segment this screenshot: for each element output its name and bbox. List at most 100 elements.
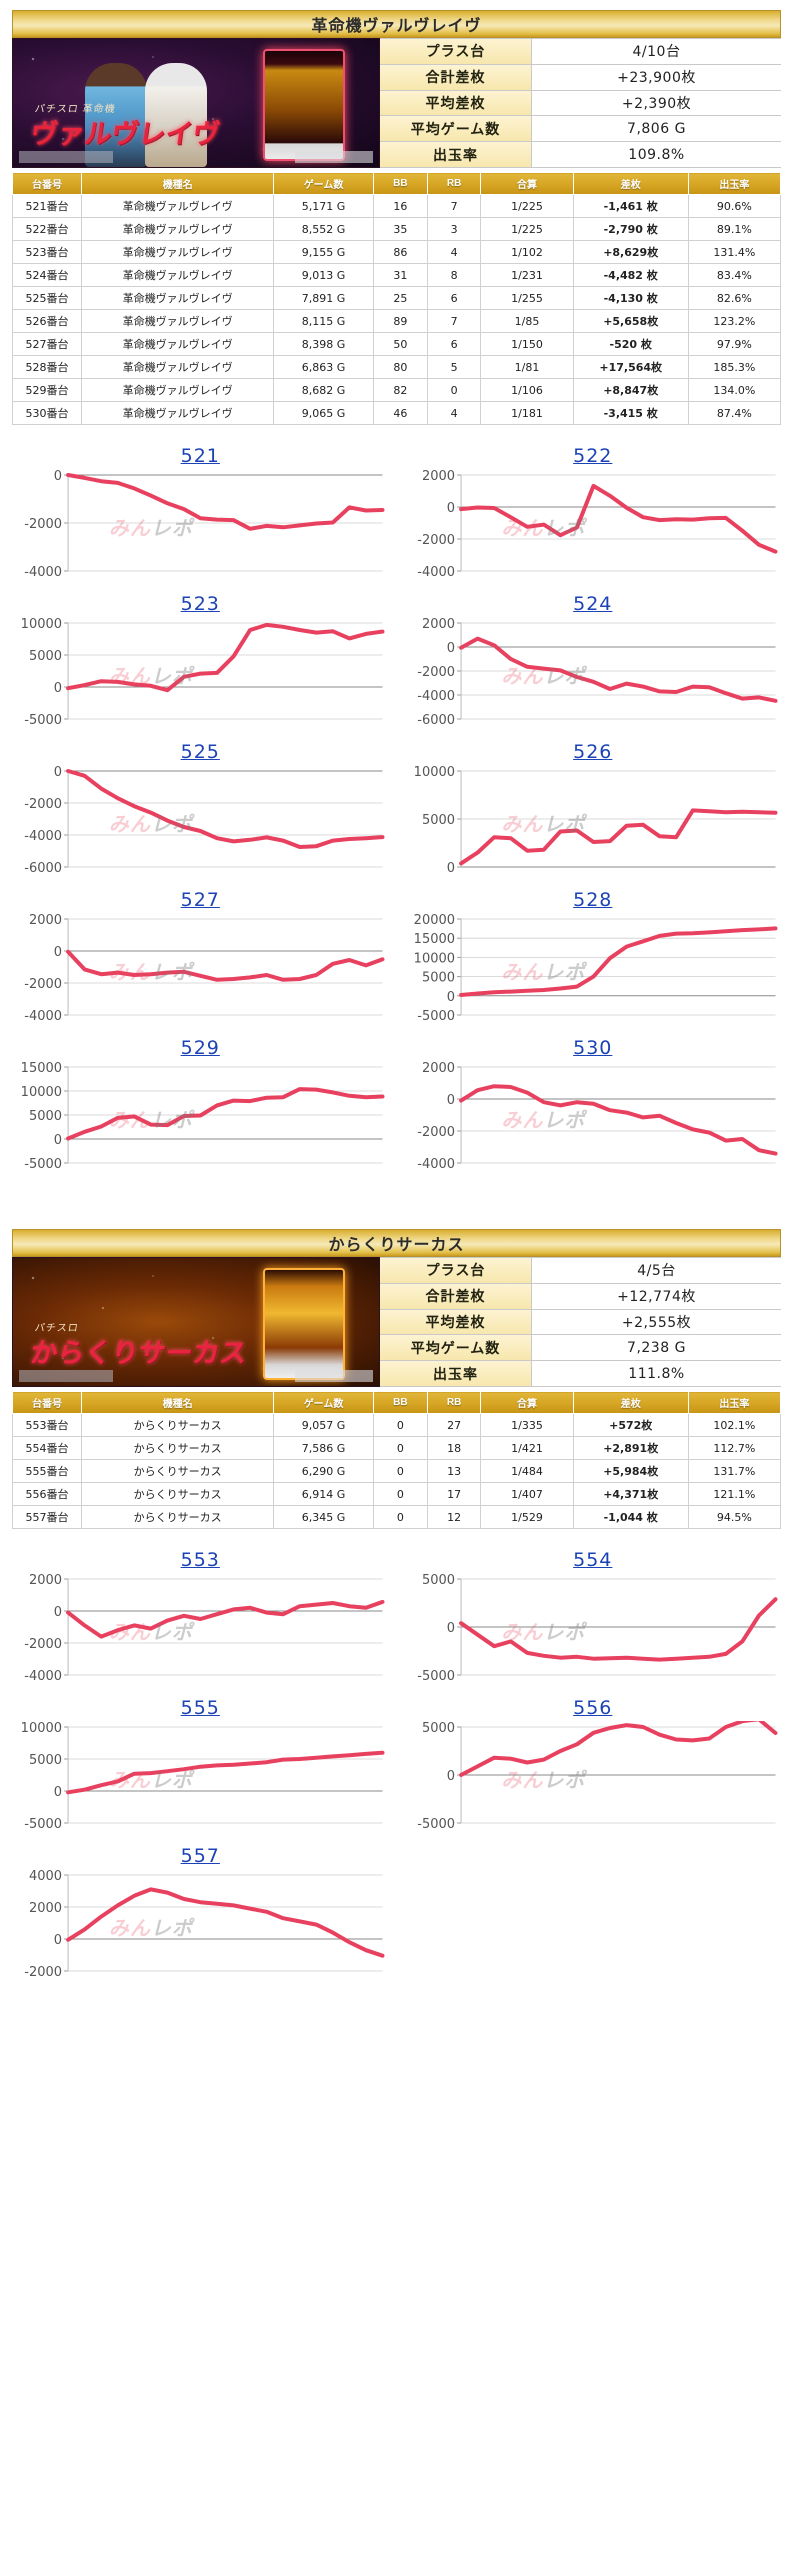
section-divider (0, 1193, 793, 1219)
cell-games: 6,863 G (273, 355, 374, 379)
chart-title[interactable]: 529 (180, 1037, 220, 1059)
cell-name: 革命機ヴァルヴレイヴ (81, 378, 275, 402)
cell-diff: +2,891枚 (572, 1436, 689, 1460)
cell-rb: 8 (426, 263, 482, 287)
chart-ytick-label: 0 (446, 1093, 454, 1108)
chart-title[interactable]: 521 (180, 445, 220, 467)
chart-ytick-label: 10000 (21, 617, 62, 632)
chart-cell: 527 2000 0 -2000 -4000 みんレポ (4, 887, 397, 1035)
chart-series-line (458, 926, 777, 997)
cell-bb: 0 (372, 1505, 428, 1529)
cell-name: からくりサーカス (81, 1436, 275, 1460)
cell-games: 9,155 G (273, 240, 374, 264)
column-header-diff: 差枚 (572, 1391, 689, 1414)
chart-title[interactable]: 557 (180, 1845, 220, 1867)
chart-svg: 2000 0 -2000 -4000 (24, 913, 385, 1024)
cell-no: 523番台 (11, 240, 83, 264)
chart-ytick-label: 15000 (413, 932, 454, 947)
chart-title[interactable]: 522 (573, 445, 613, 467)
chart-ytick-label: 2000 (29, 913, 62, 928)
chart-title[interactable]: 523 (180, 593, 220, 615)
chart-ytick-label: -4000 (417, 689, 455, 704)
chart-ytick-label: -2000 (417, 665, 455, 680)
summary-row: プラス台 4/10台 (380, 39, 781, 65)
cell-rate: 185.3% (687, 355, 782, 379)
cell-rate: 87.4% (687, 401, 782, 425)
machine-title: 革命機ヴァルヴレイヴ (12, 10, 781, 38)
summary-row: 出玉率 109.8% (380, 142, 781, 168)
summary-table: プラス台 4/5台 合計差枚 +12,774枚 平均差枚 +2,555枚 平均ゲーム数 7,2… (380, 1257, 781, 1387)
chart-ytick-label: 0 (54, 681, 62, 696)
cell-bb: 31 (372, 263, 428, 287)
cell-sum: 1/150 (480, 332, 574, 356)
cell-name: からくりサーカス (81, 1505, 275, 1529)
chart-svg: 10000 5000 0 (413, 765, 777, 876)
cell-sum: 1/529 (480, 1505, 574, 1529)
cell-games: 8,552 G (273, 217, 374, 241)
chart-title[interactable]: 556 (573, 1697, 613, 1719)
cell-name: からくりサーカス (81, 1482, 275, 1506)
cell-rb: 0 (426, 378, 482, 402)
banner-badge-right (295, 151, 373, 163)
cell-no: 524番台 (11, 263, 83, 287)
chart-svg: 2000 0 -2000 -4000 (417, 469, 777, 580)
cell-bb: 16 (372, 194, 428, 218)
chart-ytick-label: -2000 (24, 1637, 62, 1652)
cell-bb: 0 (372, 1482, 428, 1506)
chart-series-line (66, 473, 385, 531)
summary-row: 平均差枚 +2,555枚 (380, 1309, 781, 1336)
banner-logo-title: からくりサーカス (28, 1338, 249, 1369)
chart-title[interactable]: 527 (180, 889, 220, 911)
table-row: 554番台 からくりサーカス 7,586 G 0 18 1/421 +2,891枚 112.7… (11, 1436, 782, 1460)
chart-plot: 10000 5000 0 -5000 みんレポ (10, 617, 391, 729)
chart-plot: 10000 5000 0 -5000 みんレポ (10, 1721, 391, 1833)
cell-games: 6,914 G (273, 1482, 374, 1506)
chart-ytick-label: 10000 (21, 1721, 62, 1736)
chart-ytick-label: -5000 (24, 1157, 62, 1172)
cell-bb: 35 (372, 217, 428, 241)
chart-ytick-label: 4000 (29, 1869, 62, 1884)
chart-ytick-label: -2000 (417, 533, 455, 548)
chart-title[interactable]: 524 (573, 593, 613, 615)
cell-no: 556番台 (11, 1482, 83, 1506)
column-header-no: 台番号 (11, 172, 83, 195)
chart-title[interactable]: 530 (573, 1037, 613, 1059)
chart-title[interactable]: 525 (180, 741, 220, 763)
summary-label: 平均ゲーム数 (380, 1335, 532, 1361)
cell-name: 革命機ヴァルヴレイヴ (81, 332, 275, 356)
chart-plot: 15000 10000 5000 0 -5000 みんレポ (10, 1061, 391, 1173)
table-row: 522番台 革命機ヴァルヴレイヴ 8,552 G 35 3 1/225 -2,790 枚 89… (11, 217, 782, 241)
cell-rb: 13 (426, 1459, 482, 1483)
chart-ytick-label: 2000 (29, 1573, 62, 1588)
cell-rate: 97.9% (687, 332, 782, 356)
table-row: 529番台 革命機ヴァルヴレイヴ 8,682 G 82 0 1/106 +8,847枚 134… (11, 378, 782, 402)
chart-ytick-label: 2000 (421, 1061, 454, 1076)
chart-ytick-label: 0 (446, 861, 454, 876)
chart-ytick-label: -4000 (24, 1669, 62, 1684)
cell-rate: 131.4% (687, 240, 782, 264)
column-header-name: 機種名 (81, 172, 275, 195)
chart-ytick-label: 0 (446, 1621, 454, 1636)
chart-title[interactable]: 528 (573, 889, 613, 911)
chart-grid: 521 0 -2000 -4000 みんレポ 522 2000 0 -2000 -4000 みんレポ… (0, 425, 793, 1193)
chart-series-line (458, 1721, 777, 1777)
cell-rate: 89.1% (687, 217, 782, 241)
chart-cell: 556 5000 0 -5000 みんレポ (397, 1695, 790, 1843)
cell-name: 革命機ヴァルヴレイヴ (81, 217, 275, 241)
report-page: 革命機ヴァルヴレイヴ パチスロ 革命機 ヴァルヴレイヴ プラス台 4/10台 合計差枚 +2… (0, 10, 793, 1980)
cell-sum: 1/484 (480, 1459, 574, 1483)
cell-no: 557番台 (11, 1505, 83, 1529)
summary-label: 出玉率 (380, 142, 532, 167)
chart-ytick-label: 10000 (21, 1085, 62, 1100)
cell-no: 529番台 (11, 378, 83, 402)
chart-title[interactable]: 553 (180, 1549, 220, 1571)
chart-svg: 5000 0 -5000 (417, 1573, 777, 1684)
chart-title[interactable]: 554 (573, 1549, 613, 1571)
summary-value: 7,238 G (532, 1335, 781, 1361)
column-header-sum: 合算 (480, 1391, 574, 1414)
chart-svg: 15000 10000 5000 0 -5000 (21, 1061, 385, 1172)
chart-title[interactable]: 526 (573, 741, 613, 763)
chart-title[interactable]: 555 (180, 1697, 220, 1719)
chart-svg: 2000 0 -2000 -4000 (24, 1573, 385, 1684)
cell-diff: +17,564枚 (572, 355, 689, 379)
